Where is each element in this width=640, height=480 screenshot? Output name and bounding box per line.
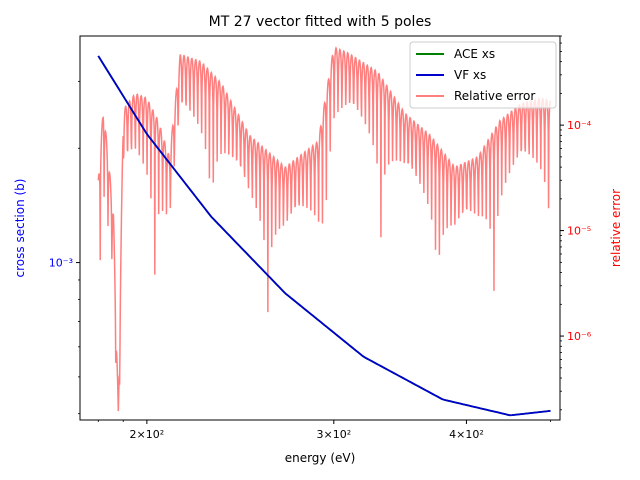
x-tick-label: 3×10² (316, 428, 351, 441)
legend: ACE xs VF xs Relative error (409, 41, 557, 109)
legend-label-ace-xs: ACE xs (454, 47, 495, 61)
y-right-tick-label: 10⁻⁵ (567, 225, 591, 238)
x-axis-label: energy (eV) (285, 451, 356, 465)
y-left-tick-label: 10⁻³ (49, 257, 73, 270)
axes-layer: 2×10² 3×10² 4×10² 10⁻³ 10⁻⁶ 10⁻⁵ 10⁻⁴ (49, 35, 592, 441)
y-right-tick-label: 10⁻⁶ (567, 330, 592, 343)
plot-layer (97, 46, 552, 417)
x-tick-label: 4×10² (449, 428, 484, 441)
relative-error-line (97, 46, 552, 412)
x-tick-label: 2×10² (130, 428, 165, 441)
vf-xs-line (97, 55, 551, 417)
plot-frame (79, 35, 561, 421)
legend-label-relative-error: Relative error (454, 89, 535, 103)
legend-label-vf-xs: VF xs (454, 68, 486, 82)
legend-box (409, 41, 557, 109)
y-axis-label-right: relative error (609, 189, 623, 267)
y-axis-label-left: cross section (b) (13, 179, 27, 278)
chart-title: MT 27 vector fitted with 5 poles (209, 14, 432, 30)
y-right-tick-label: 10⁻⁴ (567, 119, 592, 132)
